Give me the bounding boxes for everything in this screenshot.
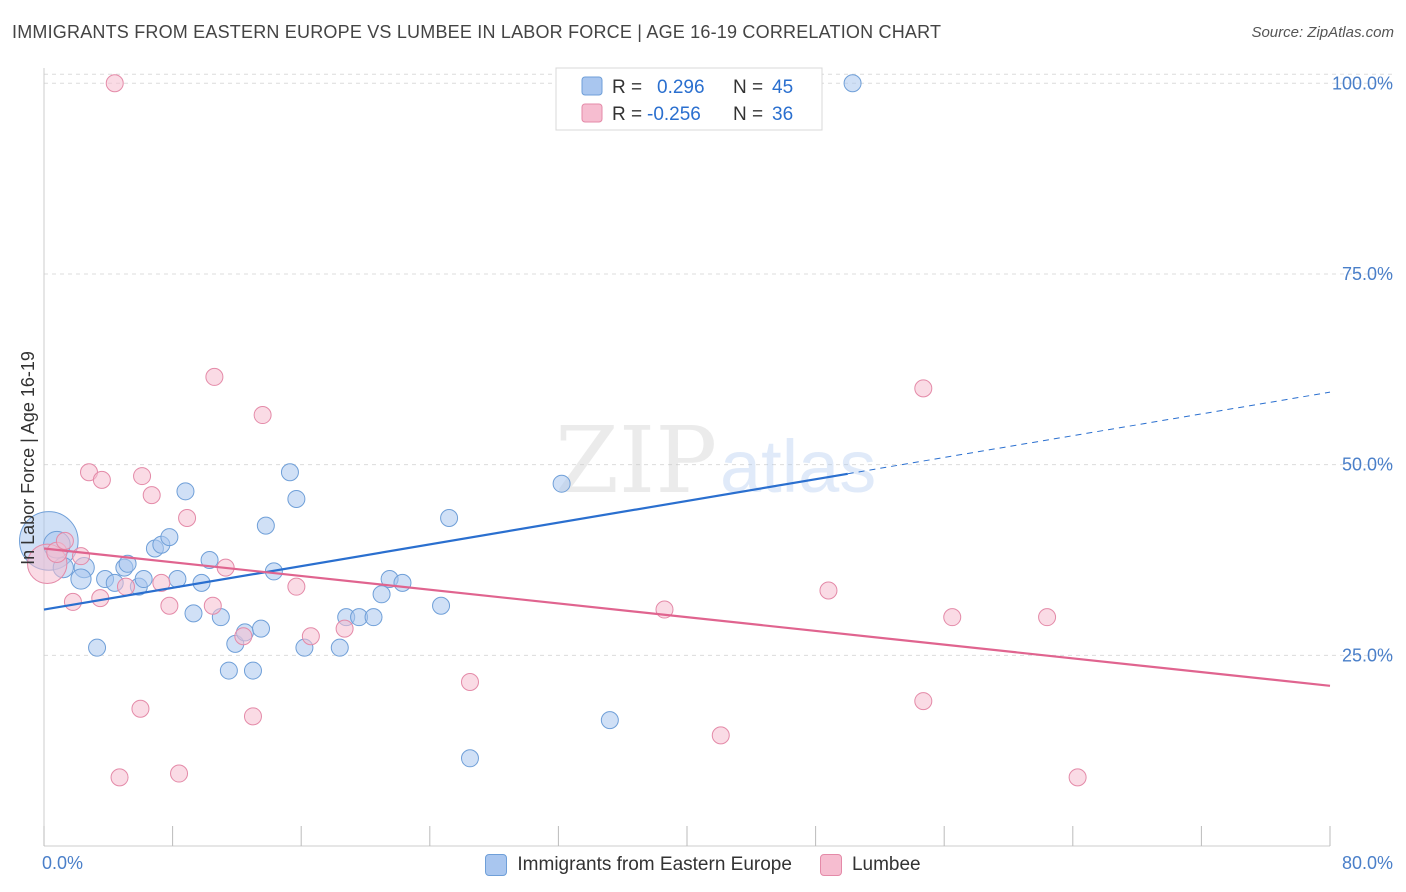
y-tick-label-25: 25.0% xyxy=(1342,645,1393,665)
point-series0-24 xyxy=(243,661,262,680)
point-series1-31 xyxy=(914,692,933,711)
data-points xyxy=(19,74,1087,787)
trend-extension-series0 xyxy=(847,391,1331,475)
x-tick-label-max: 80.0% xyxy=(1342,853,1393,873)
point-series1-18 xyxy=(205,367,224,386)
point-series1-23 xyxy=(253,406,272,425)
trend-line-series1 xyxy=(43,547,1331,687)
point-series1-35 xyxy=(1068,768,1087,787)
point-series1-26 xyxy=(335,619,354,638)
point-series0-39 xyxy=(440,509,459,528)
point-series1-30 xyxy=(819,581,838,600)
watermark-atlas: atlas xyxy=(720,425,876,508)
point-series0-41 xyxy=(552,474,571,493)
y-axis-label: In Labor Force | Age 16-19 xyxy=(18,351,38,565)
trend-lines xyxy=(43,391,1331,687)
point-series1-32 xyxy=(914,379,933,398)
legend-label-eastern-europe: Immigrants from Eastern Europe xyxy=(517,854,792,875)
point-series1-6 xyxy=(92,470,111,489)
legend-item-lumbee[interactable]: Lumbee xyxy=(819,854,921,876)
point-series1-33 xyxy=(943,608,962,627)
point-series1-22 xyxy=(243,707,262,726)
point-series0-25 xyxy=(252,619,271,638)
source-label: Source: ZipAtlas.com xyxy=(1251,24,1394,41)
point-series1-11 xyxy=(131,699,150,718)
point-series0-4 xyxy=(70,568,92,590)
point-series1-14 xyxy=(152,573,171,592)
legend-label-lumbee: Lumbee xyxy=(851,854,921,875)
point-series0-28 xyxy=(280,463,299,482)
legend-n-value-1: 45 xyxy=(772,77,793,98)
point-series0-29 xyxy=(287,489,306,508)
point-series1-3 xyxy=(63,592,82,611)
watermark-zip: ZIP xyxy=(555,407,717,514)
point-series1-10 xyxy=(116,577,135,596)
watermark: ZIP atlas xyxy=(555,407,876,514)
point-series0-42 xyxy=(600,711,619,730)
point-series1-16 xyxy=(170,764,189,783)
point-series0-11 xyxy=(134,570,153,589)
point-series1-34 xyxy=(1038,608,1057,627)
y-tick-label-100: 100.0% xyxy=(1332,73,1393,93)
legend-swatch-lumbee xyxy=(581,103,603,123)
legend-r-value-2: -0.256 xyxy=(647,104,701,125)
point-series1-9 xyxy=(110,768,129,787)
point-series0-5 xyxy=(88,638,107,657)
point-series0-21 xyxy=(219,661,238,680)
legend-n-value-2: 36 xyxy=(772,104,793,125)
legend-r-label-2: R = xyxy=(612,104,642,125)
legend-n-label-1: N = xyxy=(733,77,763,98)
point-series0-38 xyxy=(432,596,451,615)
point-series0-9 xyxy=(118,554,137,573)
legend-swatch-eastern-europe xyxy=(581,76,603,96)
point-series1-4 xyxy=(71,547,90,566)
point-series1-2 xyxy=(55,531,74,550)
chart-title: IMMIGRANTS FROM EASTERN EUROPE VS LUMBEE… xyxy=(12,22,942,42)
point-series0-16 xyxy=(176,482,195,501)
point-series0-34 xyxy=(364,608,383,627)
point-series0-43 xyxy=(843,74,862,93)
legend-n-label-2: N = xyxy=(733,104,763,125)
point-series1-15 xyxy=(160,596,179,615)
legend-swatch-icon-eastern-europe xyxy=(485,854,508,876)
y-tick-labels: 25.0% 50.0% 75.0% 100.0% xyxy=(1332,73,1393,665)
stats-legend: R = 0.296 N = 45 R = -0.256 N = 36 xyxy=(555,67,823,131)
point-series1-21 xyxy=(234,627,253,646)
legend-r-value-1: 0.296 xyxy=(657,77,705,98)
point-series0-17 xyxy=(184,604,203,623)
point-series1-8 xyxy=(105,74,124,93)
point-series0-14 xyxy=(160,528,179,547)
point-series0-26 xyxy=(256,516,275,535)
point-series1-25 xyxy=(301,627,320,646)
gridlines xyxy=(44,73,1393,656)
point-series1-27 xyxy=(460,673,479,692)
point-series1-29 xyxy=(711,726,730,745)
point-series1-24 xyxy=(287,577,306,596)
point-series0-37 xyxy=(393,573,412,592)
legend-swatch-icon-lumbee xyxy=(819,854,842,876)
legend-item-eastern-europe[interactable]: Immigrants from Eastern Europe xyxy=(485,854,792,876)
point-series1-13 xyxy=(142,486,161,505)
x-ticks xyxy=(43,826,1331,846)
point-series0-35 xyxy=(372,585,391,604)
legend-r-label-1: R = xyxy=(612,77,642,98)
y-tick-label-50: 50.0% xyxy=(1342,455,1393,475)
trend-line-series0 xyxy=(43,472,848,611)
x-tick-label-min: 0.0% xyxy=(42,853,83,873)
y-tick-label-75: 75.0% xyxy=(1342,264,1393,284)
series-legend: Immigrants from Eastern Europe Lumbee xyxy=(0,850,1406,880)
point-series0-40 xyxy=(460,749,479,768)
point-series1-19 xyxy=(203,596,222,615)
point-series1-17 xyxy=(178,509,197,528)
point-series0-19 xyxy=(200,550,219,569)
point-series1-12 xyxy=(133,467,152,486)
point-series0-31 xyxy=(330,638,349,657)
